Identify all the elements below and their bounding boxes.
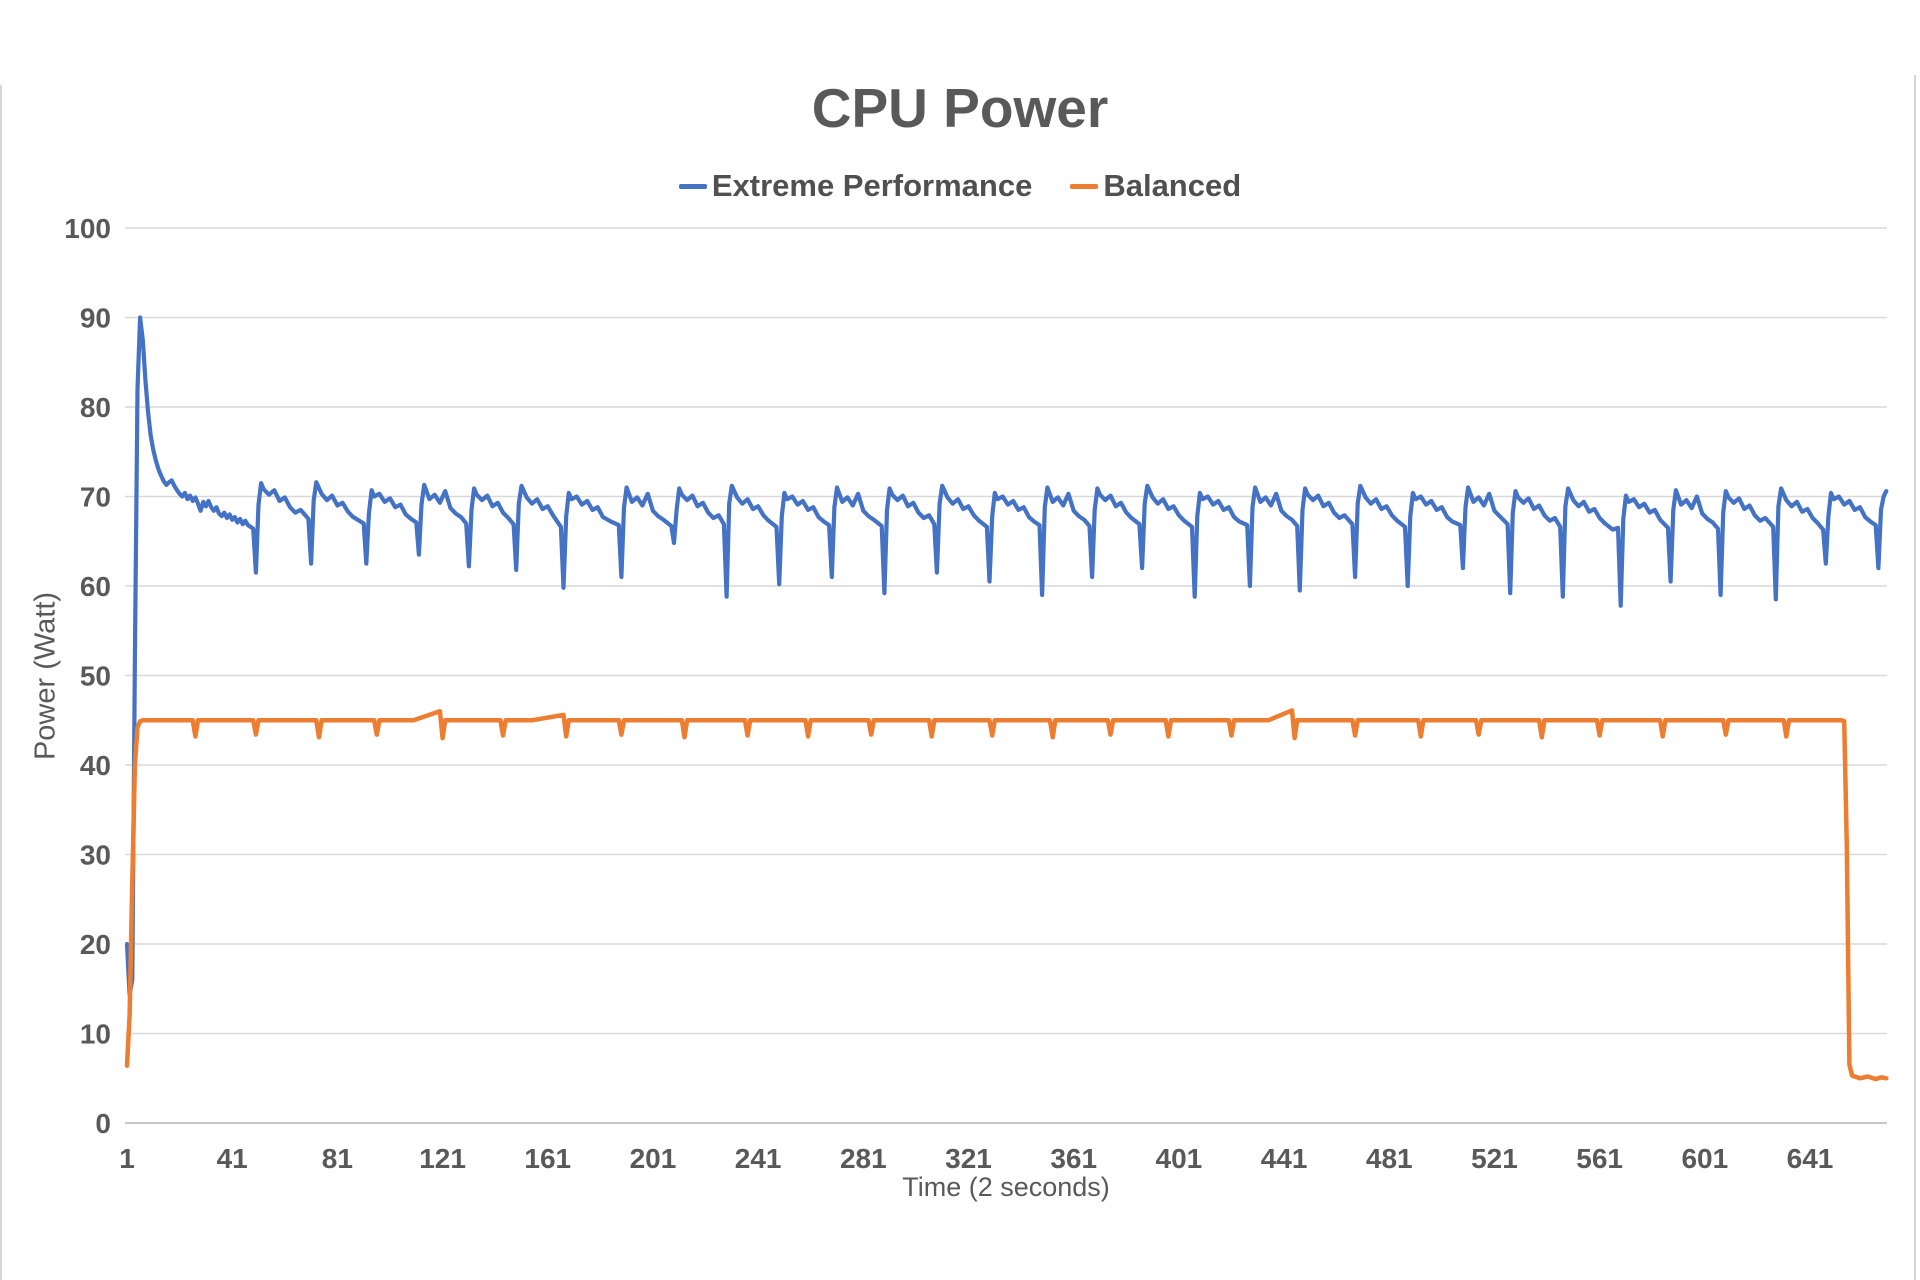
series-line-balanced [124, 708, 1889, 1082]
series-lines [124, 315, 1889, 1082]
y-axis-title: Power (Watt) [29, 591, 62, 761]
x-tick-label: 281 [840, 1143, 887, 1174]
x-tick-label: 161 [524, 1143, 571, 1174]
x-tick-label: 41 [217, 1143, 248, 1174]
x-tick-label: 601 [1681, 1143, 1728, 1174]
legend-label: Balanced [1103, 168, 1242, 203]
legend: Extreme Performance Balanced [0, 168, 1920, 204]
y-tick-label: 80 [80, 392, 111, 423]
x-tick-label: 561 [1576, 1143, 1623, 1174]
y-tick-label: 0 [95, 1108, 111, 1139]
y-tick-label: 60 [80, 571, 111, 602]
x-tick-label: 201 [630, 1143, 677, 1174]
legend-item-balanced: Balanced [1070, 168, 1241, 204]
x-tick-label: 321 [945, 1143, 992, 1174]
x-axis-tick-labels: 1 41 81 121 161 201 241 281 321 361 401 441 481 521 56… [119, 1143, 1833, 1174]
y-tick-label: 20 [80, 929, 111, 960]
page-right-border [1914, 75, 1916, 1280]
x-tick-label: 521 [1471, 1143, 1518, 1174]
x-tick-label: 441 [1261, 1143, 1308, 1174]
y-tick-label: 30 [80, 840, 111, 871]
x-axis-title: Time (2 seconds) [902, 1172, 1110, 1202]
y-tick-label: 100 [64, 213, 111, 244]
chart-title: CPU Power [811, 77, 1109, 139]
legend-line-swatch-icon [1070, 183, 1099, 189]
gridlines [125, 227, 1887, 1124]
x-tick-label: 641 [1787, 1143, 1834, 1174]
series-line-extreme-performance [124, 315, 1889, 998]
y-tick-label: 40 [80, 750, 111, 781]
x-tick-label: 81 [322, 1143, 353, 1174]
legend-item-extreme-performance: Extreme Performance [678, 168, 1033, 204]
y-tick-label: 10 [80, 1019, 111, 1050]
x-tick-label: 121 [419, 1143, 466, 1174]
x-tick-label: 361 [1050, 1143, 1097, 1174]
y-axis-tick-labels: 0 10 20 30 40 50 60 70 80 90 100 [64, 213, 111, 1139]
y-tick-label: 50 [80, 661, 111, 692]
page-left-border [0, 85, 2, 1280]
legend-line-swatch-icon [678, 183, 707, 189]
x-tick-label: 401 [1156, 1143, 1203, 1174]
legend-label: Extreme Performance [711, 168, 1033, 203]
y-tick-label: 70 [80, 482, 111, 513]
x-tick-label: 1 [119, 1143, 135, 1174]
x-tick-label: 481 [1366, 1143, 1413, 1174]
y-tick-label: 90 [80, 303, 111, 334]
x-tick-label: 241 [735, 1143, 782, 1174]
